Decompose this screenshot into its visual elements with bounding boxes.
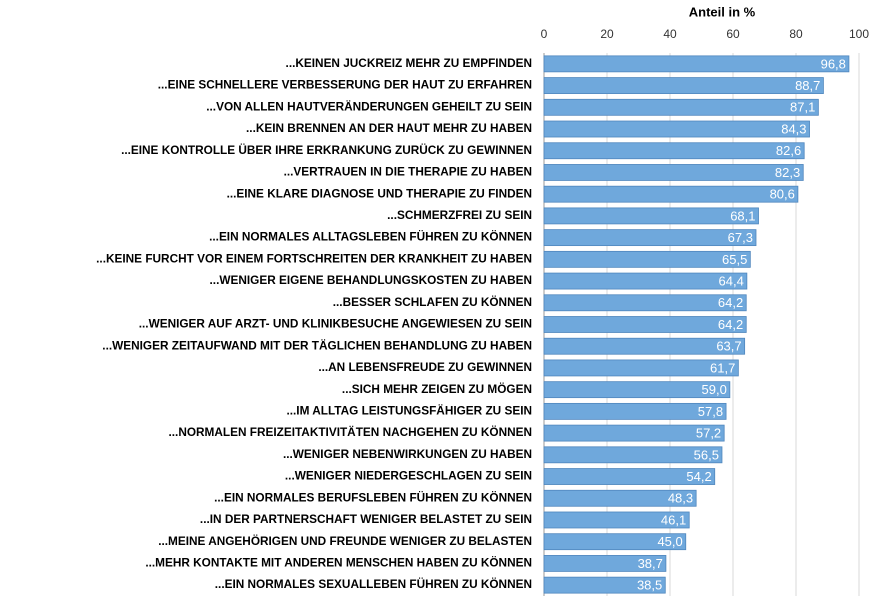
value-label: 64,2 [718, 295, 743, 310]
bar [543, 316, 747, 333]
x-tick-label: 0 [541, 27, 548, 41]
y-tick-label: ...EINE KLARE DIAGNOSE UND THERAPIE ZU F… [227, 186, 532, 200]
bar [543, 446, 723, 464]
value-label: 82,6 [776, 143, 801, 158]
y-tick-label: ...BESSER SCHLAFEN ZU KÖNNEN [333, 295, 532, 309]
bar [543, 533, 687, 551]
value-label: 82,3 [775, 165, 800, 180]
y-tick-label: ...NORMALEN FREIZEITAKTIVITÄTEN NACHGEHE… [168, 425, 532, 439]
x-tick-label: 100 [849, 27, 869, 41]
value-label: 96,8 [821, 56, 846, 71]
y-tick-label: ...WENIGER AUF ARZT- UND KLINIKBESUCHE A… [139, 317, 532, 331]
bar [543, 250, 751, 268]
y-tick-label: ...EIN NORMALES SEXUALLEBEN FÜHREN ZU KÖ… [215, 577, 532, 591]
value-label: 57,2 [696, 426, 721, 441]
value-label: 65,5 [722, 252, 747, 267]
bar [543, 359, 739, 377]
value-label: 48,3 [668, 491, 693, 506]
x-tick-label: 80 [789, 27, 803, 41]
y-tick-label: ...KEINEN JUCKREIZ MEHR ZU EMPFINDEN [286, 56, 532, 70]
x-axis-label: Anteil in % [689, 4, 756, 19]
value-label: 84,3 [781, 121, 806, 136]
y-tick-label: ...EIN NORMALES ALLTAGSLEBEN FÜHREN ZU K… [209, 230, 532, 244]
value-label: 64,4 [719, 273, 744, 288]
bar [543, 229, 757, 247]
x-tick-label: 20 [600, 27, 614, 41]
y-tick-label: ...SCHMERZFREI ZU SEIN [387, 208, 532, 222]
value-label: 88,7 [795, 78, 820, 93]
y-tick-label: ...IN DER PARTNERSCHAFT WENIGER BELASTET… [200, 512, 532, 526]
value-label: 45,0 [657, 534, 682, 549]
value-label: 61,7 [710, 360, 735, 375]
bar [543, 576, 666, 594]
y-tick-label: ...AN LEBENSFREUDE ZU GEWINNEN [318, 360, 532, 374]
value-label: 64,2 [718, 317, 743, 332]
y-tick-label: ...VON ALLEN HAUTVERÄNDERUNGEN GEHEILT Z… [206, 99, 532, 113]
value-label: 46,1 [661, 512, 686, 527]
value-label: 38,5 [637, 578, 662, 593]
bar [543, 207, 759, 225]
bar [543, 489, 697, 507]
bar [543, 555, 667, 572]
bar [543, 511, 690, 529]
bar [543, 77, 824, 94]
value-label: 87,1 [790, 100, 815, 115]
y-tick-label: ...VERTRAUEN IN DIE THERAPIE ZU HABEN [284, 165, 532, 179]
y-tick-label: ...MEHR KONTAKTE MIT ANDEREN MENSCHEN HA… [145, 556, 532, 570]
bar [543, 402, 727, 420]
value-label: 63,7 [716, 339, 741, 354]
value-label: 80,6 [770, 187, 795, 202]
y-tick-label: ...EINE KONTROLLE ÜBER IHRE ERKRANKUNG Z… [121, 143, 532, 157]
value-label: 68,1 [730, 208, 755, 223]
y-tick-label: ...SICH MEHR ZEIGEN ZU MÖGEN [342, 382, 532, 396]
bar [543, 337, 746, 355]
y-tick-label: ...EINE SCHNELLERE VERBESSERUNG DER HAUT… [158, 78, 532, 92]
bar [543, 142, 805, 160]
value-label: 38,7 [638, 556, 663, 571]
bar [543, 272, 748, 290]
bar [543, 294, 747, 312]
y-tick-label: ...KEINE FURCHT VOR EINEM FORTSCHREITEN … [96, 251, 532, 265]
value-label: 67,3 [728, 230, 753, 245]
y-tick-label: ...IM ALLTAG LEISTUNGSFÄHIGER ZU SEIN [286, 403, 532, 417]
y-tick-label: ...WENIGER ZEITAUFWAND MIT DER TÄGLICHEN… [102, 338, 532, 352]
y-tick-label: ...EIN NORMALES BERUFSLEBEN FÜHREN ZU KÖ… [214, 490, 532, 504]
value-label: 57,8 [698, 404, 723, 419]
x-tick-label: 40 [663, 27, 677, 41]
y-tick-label: ...KEIN BRENNEN AN DER HAUT MEHR ZU HABE… [246, 121, 532, 135]
value-label: 59,0 [702, 382, 727, 397]
y-tick-label: ...WENIGER EIGENE BEHANDLUNGSKOSTEN ZU H… [210, 273, 532, 287]
y-tick-label: ...WENIGER NEBENWIRKUNGEN ZU HABEN [283, 447, 532, 461]
bar [543, 98, 819, 116]
x-tick-label: 60 [726, 27, 740, 41]
y-tick-label: ...MEINE ANGEHÖRIGEN UND FREUNDE WENIGER… [158, 534, 532, 548]
bar [543, 185, 799, 203]
bar [543, 468, 716, 485]
bar [543, 164, 804, 181]
value-label: 54,2 [686, 469, 711, 484]
bar [543, 55, 850, 73]
value-label: 56,5 [694, 447, 719, 462]
y-tick-label: ...WENIGER NIEDERGESCHLAGEN ZU SEIN [285, 469, 532, 483]
bar [543, 424, 725, 442]
bar [543, 381, 731, 399]
bar [543, 120, 810, 138]
